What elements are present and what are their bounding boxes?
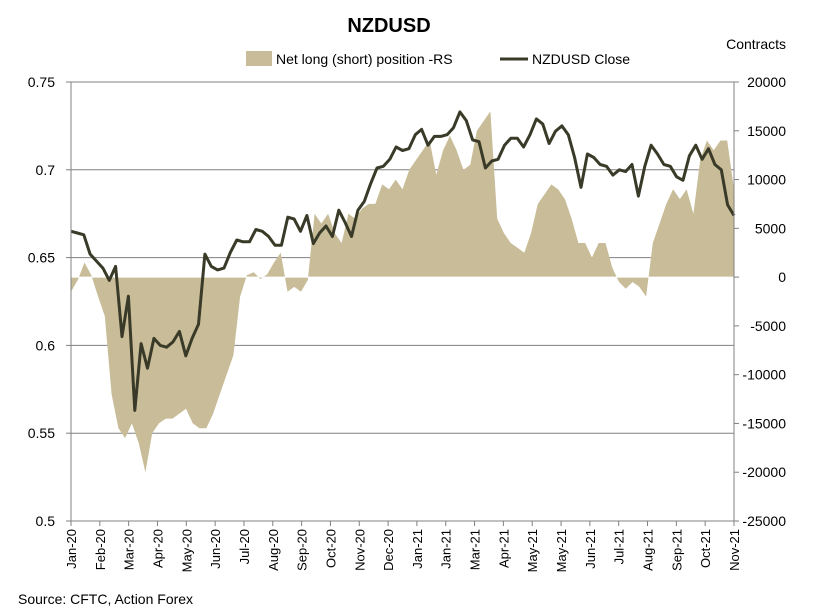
left-tick-label: 0.5 <box>36 513 56 529</box>
left-axis-ticks: 0.5 0.55 0.6 0.65 0.7 0.75 <box>28 74 71 529</box>
x-tick-label: Mar-20 <box>122 529 137 570</box>
left-tick-label: 0.7 <box>36 162 56 178</box>
x-tick-label: Apr-20 <box>151 529 166 568</box>
right-tick-label: 10000 <box>747 172 786 188</box>
source-note: Source: CFTC, Action Forex <box>18 591 193 607</box>
left-tick-label: 0.75 <box>28 74 55 90</box>
x-tick-label: Aug-20 <box>266 529 281 571</box>
x-tick-label: May-20 <box>179 529 194 572</box>
x-tick-label: Nov-20 <box>352 529 367 571</box>
legend-area-swatch <box>246 51 272 66</box>
x-tick-label: Jan-21 <box>410 529 425 569</box>
nzdusd-close-line-series <box>70 110 736 412</box>
right-tick-label: -5000 <box>750 318 786 334</box>
right-tick-label: 5000 <box>755 220 786 236</box>
x-tick-label: May-21 <box>554 529 569 572</box>
right-tick-label: -10000 <box>742 367 786 383</box>
x-tick-label: Jul-21 <box>612 529 627 564</box>
left-tick-label: 0.65 <box>28 250 55 266</box>
x-axis-ticks: Jan-20 Feb-20 Mar-20 Apr-20 May-20 Jun-20 Jul-… <box>64 521 742 572</box>
x-tick-label: Dec-20 <box>381 529 396 571</box>
x-tick-label: Jan-21 <box>439 529 454 569</box>
net-position-area <box>71 111 734 473</box>
x-tick-label: Nov-21 <box>727 529 742 571</box>
right-axis-ticks: -25000 -20000 -15000 -10000 -5000 0 5000 10000 1… <box>734 74 786 529</box>
legend-line-label: NZDUSD Close <box>532 51 630 67</box>
x-tick-label: Jul-20 <box>237 529 252 564</box>
x-tick-label: Sep-21 <box>669 529 684 571</box>
right-tick-label: -25000 <box>742 513 786 529</box>
right-tick-label: 20000 <box>747 74 786 90</box>
nzdusd-close-line <box>70 110 736 412</box>
chart-title: NZDUSD <box>347 15 430 37</box>
x-tick-label: Jun-20 <box>208 529 223 569</box>
x-tick-label: Jun-21 <box>583 529 598 569</box>
axes <box>70 82 735 522</box>
right-tick-label: 0 <box>778 269 786 285</box>
x-tick-label: Jan-20 <box>64 529 79 569</box>
net-position-area-series <box>71 111 734 473</box>
left-tick-label: 0.55 <box>28 425 55 441</box>
x-tick-label: Sep-20 <box>295 529 310 571</box>
x-tick-label: May-21 <box>525 529 540 572</box>
x-tick-label: Feb-20 <box>93 529 108 570</box>
right-axis-title: Contracts <box>726 36 786 52</box>
right-tick-label: 15000 <box>747 123 786 139</box>
x-tick-label: Oct-20 <box>323 529 338 568</box>
x-tick-label: Mar-21 <box>468 529 483 570</box>
x-tick-label: Apr-21 <box>496 529 511 568</box>
x-tick-label: Oct-21 <box>698 529 713 568</box>
legend-area-label: Net long (short) position -RS <box>276 51 453 67</box>
right-tick-label: -15000 <box>742 415 786 431</box>
right-tick-label: -20000 <box>742 464 786 480</box>
legend: Net long (short) position -RS NZDUSD Clo… <box>246 51 630 67</box>
x-tick-label: Aug-21 <box>641 529 656 571</box>
left-tick-label: 0.6 <box>36 337 56 353</box>
